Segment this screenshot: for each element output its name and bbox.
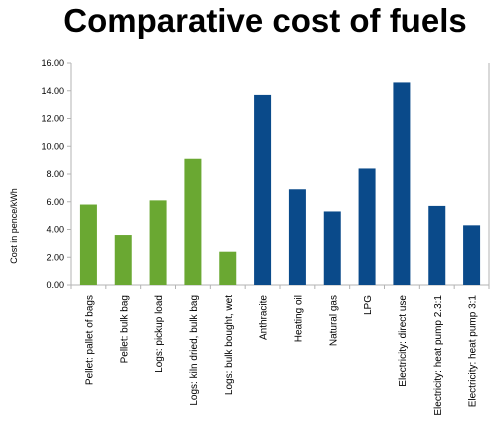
y-axis-title-group: Cost in pence/kWh xyxy=(9,188,19,264)
bar xyxy=(288,189,306,285)
bar xyxy=(428,205,446,285)
bar xyxy=(254,94,272,285)
x-tick-label: Logs: bulk bought, wet xyxy=(224,295,235,395)
bar xyxy=(463,225,481,285)
y-tick-label: 4.00 xyxy=(46,225,64,235)
bar xyxy=(358,168,376,285)
x-tick-label: Pellet: pallet of bags xyxy=(84,295,95,385)
chart-title: Comparative cost of fuels xyxy=(63,2,467,39)
y-tick-label: 16.00 xyxy=(41,58,64,68)
y-tick-label: 10.00 xyxy=(41,141,64,151)
y-axis-title: Cost in pence/kWh xyxy=(9,188,19,264)
bar xyxy=(184,158,202,285)
bar xyxy=(393,82,411,285)
x-tick-label: Electricity: direct use xyxy=(398,295,409,387)
x-tick-label: Heating oil xyxy=(293,295,304,342)
y-tick-label: 14.00 xyxy=(41,86,64,96)
bar xyxy=(114,235,132,285)
x-tick-label: Natural gas xyxy=(328,295,339,346)
x-tick-label: Electricity: heat pump 2.3:1 xyxy=(433,295,444,416)
y-tick-label: 12.00 xyxy=(41,114,64,124)
x-tick-label: Electricity: heat pump 3:1 xyxy=(468,295,479,408)
y-tick-label: 0.00 xyxy=(46,280,64,290)
y-tick-label: 8.00 xyxy=(46,169,64,179)
y-tick-label: 2.00 xyxy=(46,252,64,262)
x-tick-label: Logs: pickup load xyxy=(154,295,165,373)
bar xyxy=(323,211,341,285)
x-tick-label: Anthracite xyxy=(259,295,270,340)
bar xyxy=(149,200,167,285)
x-tick-label: Logs: kiln dried, bulk bag xyxy=(189,295,200,406)
bar xyxy=(79,204,97,285)
x-tick-label: LPG xyxy=(363,295,374,315)
y-tick-label: 6.00 xyxy=(46,197,64,207)
x-tick-label: Pellet: bulk bag xyxy=(119,295,130,363)
plot-area: 0.00 2.00 4.00 6.00 8.00 10.00 12.00 14.00 16.00… xyxy=(41,58,490,416)
bar xyxy=(219,251,237,285)
